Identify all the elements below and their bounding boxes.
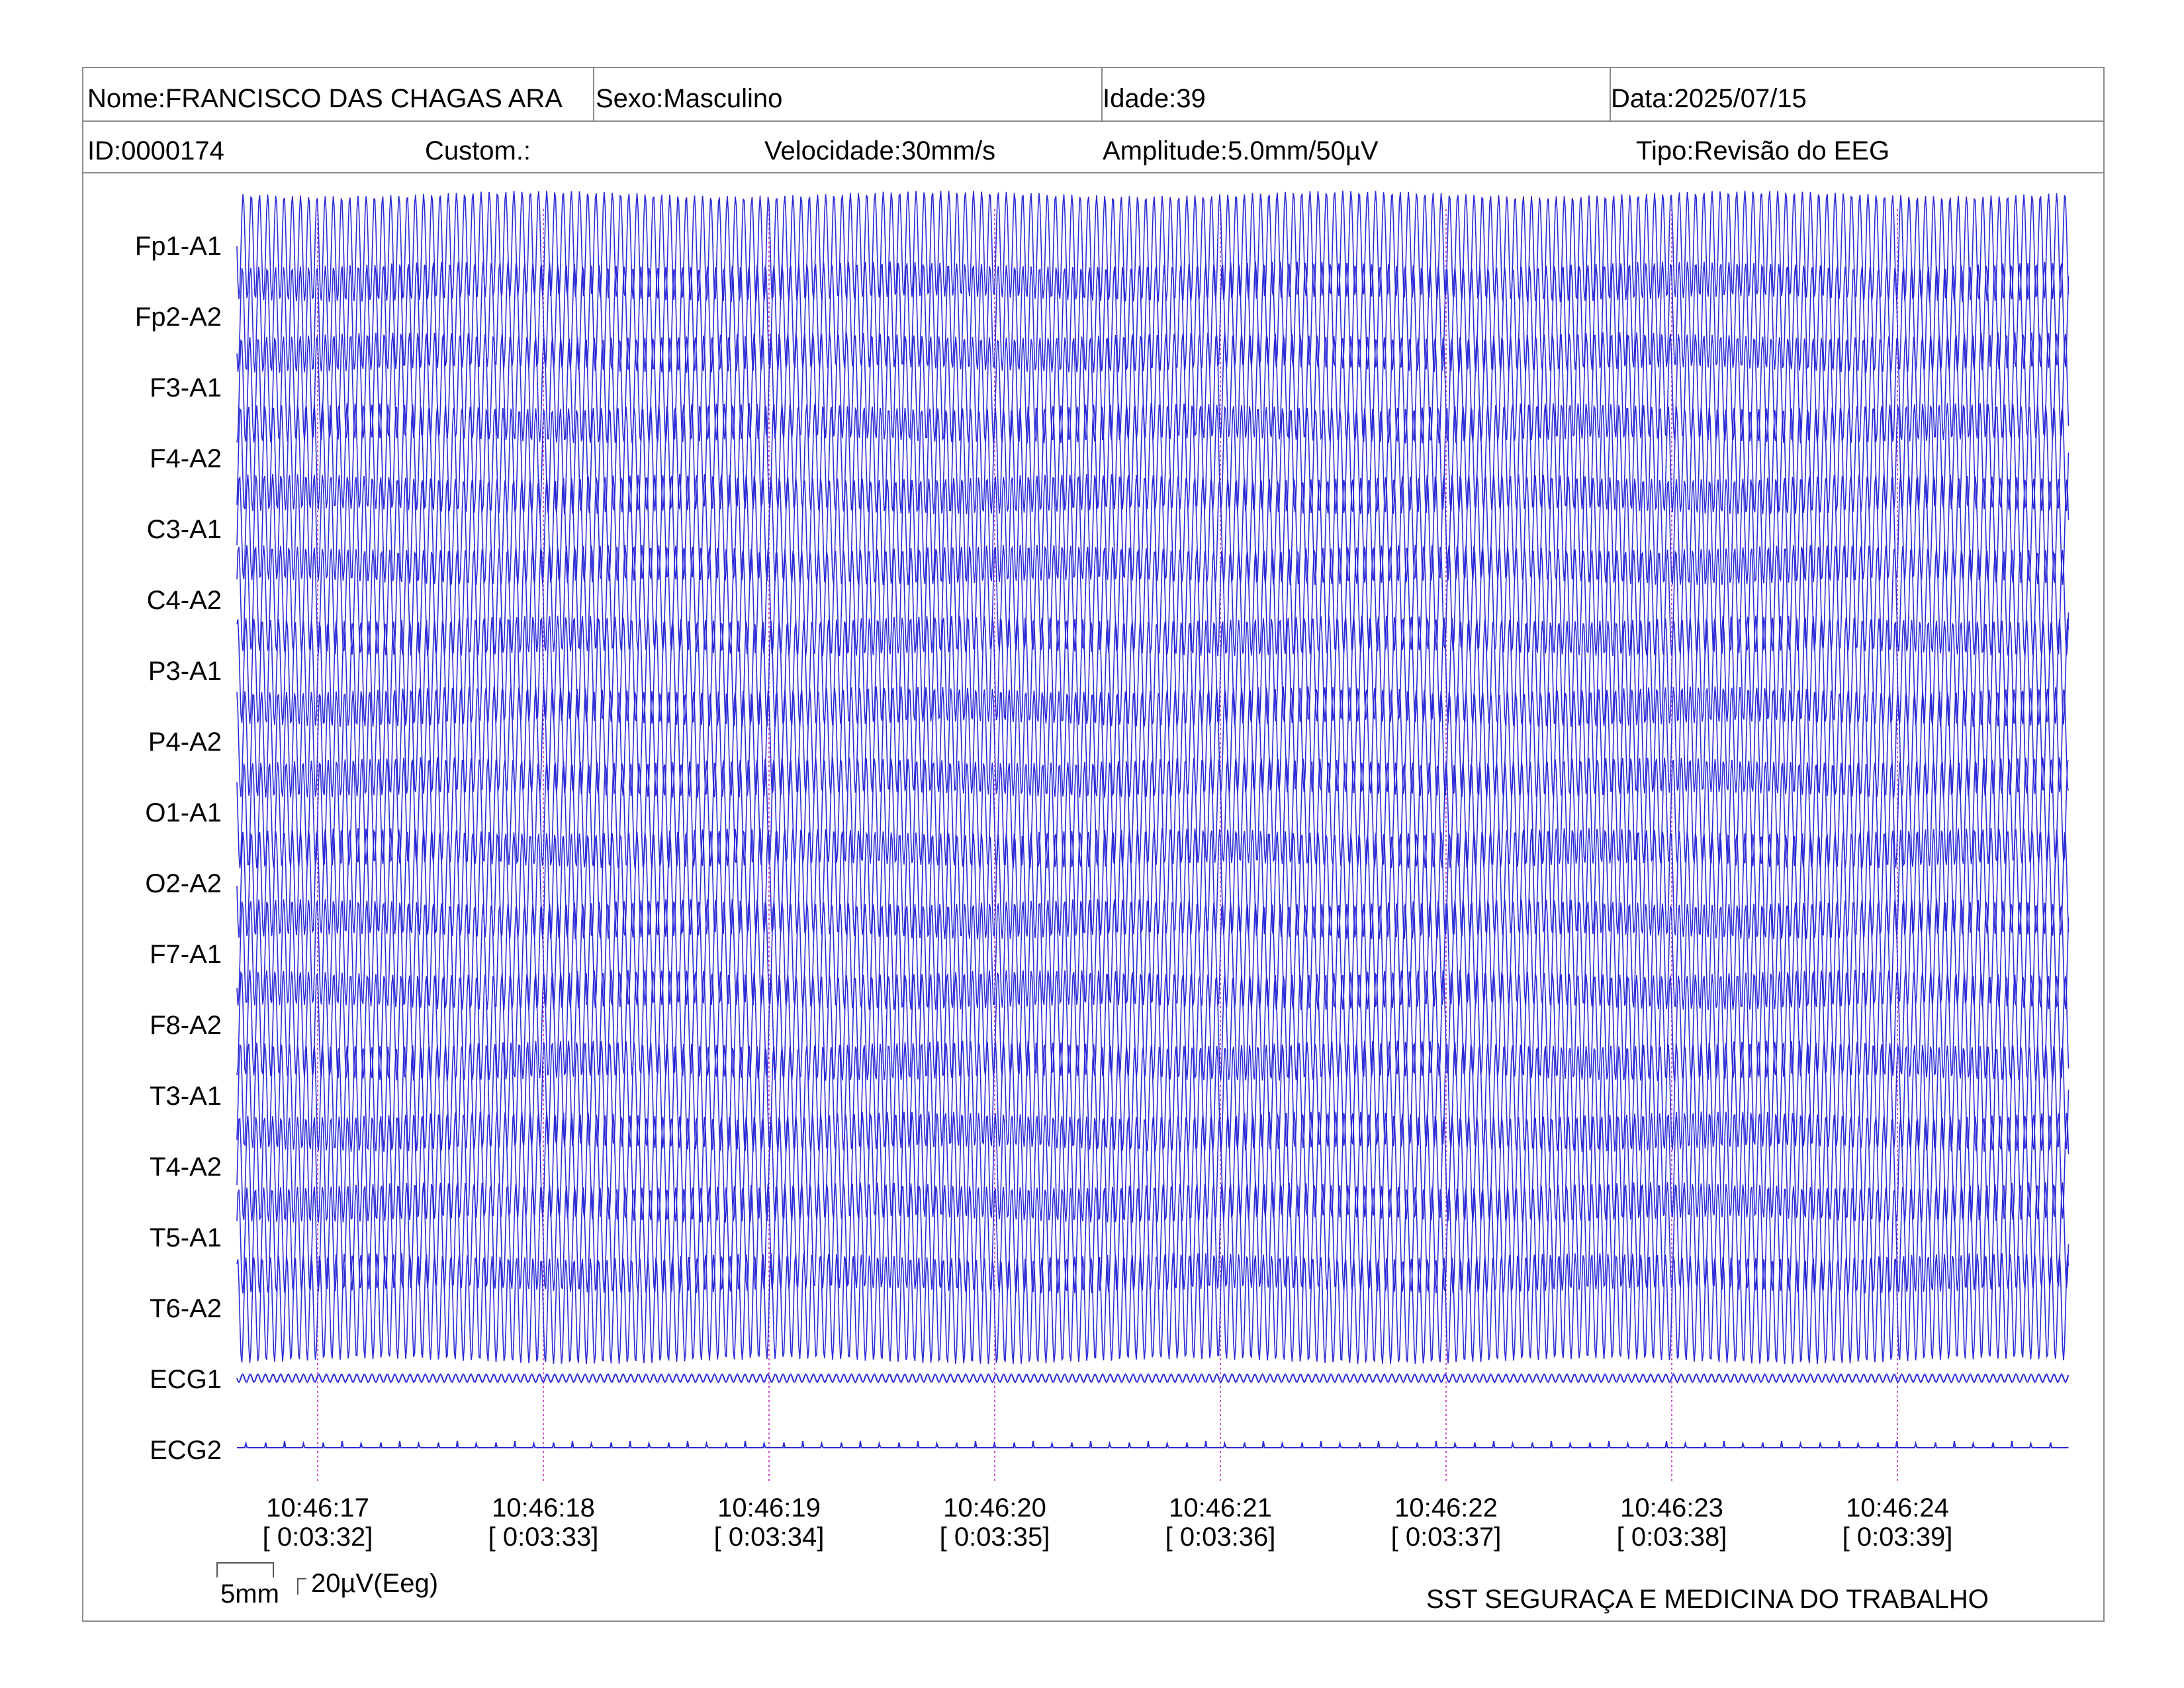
channel-trace: [236, 1373, 2070, 1383]
header-separator: [593, 68, 594, 120]
custom-field: Custom.:: [425, 136, 531, 165]
time-mark-clock: 10:46:21: [1169, 1493, 1272, 1523]
time-mark-clock: 10:46:22: [1394, 1493, 1498, 1523]
channel-trace: [236, 616, 2070, 727]
channel-label: P4-A2: [148, 727, 222, 757]
channel-label: P3-A1: [148, 657, 222, 686]
channel-trace: [236, 402, 2070, 514]
time-mark-elapsed: [ 0:03:32]: [262, 1523, 373, 1552]
patient-sex: Sexo:Masculino: [596, 84, 783, 113]
time-mark-elapsed: [ 0:03:34]: [713, 1523, 825, 1552]
company-name: SST SEGURAÇA E MEDICINA DO TRABALHO: [1426, 1585, 1989, 1614]
scale-bar-icon: [216, 1562, 306, 1595]
time-mark: 10:46:17[ 0:03:32]: [232, 1493, 404, 1552]
time-mark: 10:46:18[ 0:03:33]: [457, 1493, 629, 1552]
channel-label: ECG2: [150, 1436, 222, 1465]
channel-label: F4-A2: [150, 444, 222, 473]
amplitude-scale-label: 20µV(Eeg): [311, 1569, 439, 1598]
time-mark: 10:46:20[ 0:03:35]: [909, 1493, 1081, 1552]
time-mark: 10:46:21[ 0:03:36]: [1134, 1493, 1306, 1552]
channel-label: O1-A1: [145, 798, 222, 827]
time-mark: 10:46:22[ 0:03:37]: [1360, 1493, 1532, 1552]
patient-name: Nome:FRANCISCO DAS CHAGAS ARA: [87, 84, 563, 113]
time-scale-label: 5mm: [220, 1579, 279, 1609]
channel-trace: [236, 757, 2070, 869]
time-mark-clock: 10:46:19: [717, 1493, 821, 1523]
time-mark: 10:46:19[ 0:03:34]: [683, 1493, 855, 1552]
channel-label: T3-A1: [150, 1082, 222, 1111]
time-mark-clock: 10:46:23: [1620, 1493, 1723, 1523]
header-bottom-border: [83, 172, 2103, 173]
channel-trace: [236, 1182, 2070, 1294]
channel-trace: [237, 1440, 2069, 1448]
channel-label: T6-A2: [150, 1294, 222, 1323]
channel-label: F8-A2: [150, 1011, 222, 1040]
channel-label: T5-A1: [150, 1223, 222, 1252]
channel-label: C3-A1: [146, 515, 222, 544]
channel-label: C4-A2: [146, 586, 222, 615]
channel-label: ECG1: [150, 1365, 222, 1394]
channel-trace: [236, 686, 2070, 798]
channel-label: Fp1-A1: [134, 232, 222, 261]
channel-label: Fp2-A2: [134, 303, 222, 332]
time-mark: 10:46:23[ 0:03:38]: [1586, 1493, 1758, 1552]
header-separator: [1101, 68, 1103, 120]
channel-label: F7-A1: [150, 940, 222, 969]
time-mark: 10:46:24[ 0:03:39]: [1811, 1493, 1983, 1552]
channel-label: T4-A2: [150, 1152, 222, 1182]
channel-label: F3-A1: [150, 373, 222, 402]
time-mark-clock: 10:46:24: [1846, 1493, 1949, 1523]
time-mark-elapsed: [ 0:03:38]: [1616, 1523, 1727, 1552]
channel-trace: [236, 1111, 2070, 1223]
exam-type: Tipo:Revisão do EEG: [1636, 136, 1890, 165]
patient-id: ID:0000174: [87, 136, 224, 165]
channel-trace: [236, 898, 2070, 1011]
time-mark-elapsed: [ 0:03:39]: [1842, 1523, 1953, 1552]
amplitude-setting: Amplitude:5.0mm/50µV: [1103, 136, 1379, 165]
time-mark-elapsed: [ 0:03:37]: [1390, 1523, 1502, 1552]
channel-trace: [236, 544, 2070, 657]
speed-setting: Velocidade:30mm/s: [764, 136, 996, 165]
channel-trace: [236, 1041, 2070, 1152]
time-mark-clock: 10:46:20: [943, 1493, 1046, 1523]
header-divider: [83, 120, 2103, 122]
time-mark-clock: 10:46:17: [266, 1493, 369, 1523]
channel-label: O2-A2: [145, 869, 222, 898]
channel-trace: [236, 1252, 2070, 1365]
time-mark-clock: 10:46:18: [492, 1493, 595, 1523]
channel-trace: [236, 261, 2070, 373]
time-mark-elapsed: [ 0:03:35]: [939, 1523, 1050, 1552]
channel-trace: [236, 473, 2070, 586]
time-mark-elapsed: [ 0:03:33]: [488, 1523, 599, 1552]
exam-date: Data:2025/07/15: [1611, 84, 1807, 113]
report-frame: [82, 67, 2105, 1622]
header-separator: [1610, 68, 1611, 120]
patient-age: Idade:39: [1103, 84, 1206, 113]
time-mark-elapsed: [ 0:03:36]: [1165, 1523, 1276, 1552]
